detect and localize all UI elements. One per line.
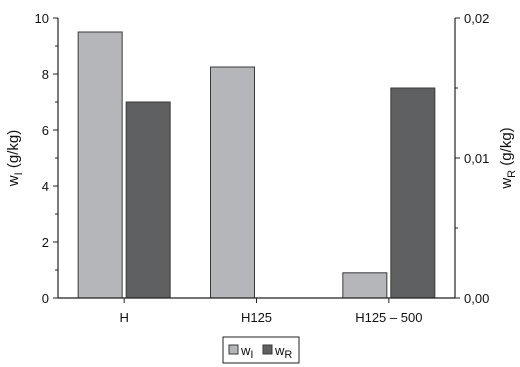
legend-entry-I: wI	[240, 343, 253, 361]
y-left-tick-label-5: 10	[35, 11, 49, 26]
bar-w-R-0	[125, 101, 171, 299]
y-axis-left-title: wI (g/kg)	[5, 130, 25, 187]
x-tick-label-0: H	[119, 310, 128, 325]
bar-w-I-0	[77, 31, 123, 299]
legend: wI wR	[222, 336, 300, 364]
bar-w-I-1	[210, 66, 255, 299]
x-tick-label-1: H125	[241, 310, 272, 325]
y-left-tick-label-1: 2	[42, 235, 49, 250]
y-axis-right-title: wR (g/kg)	[498, 127, 518, 189]
x-tick-label-2: H125 – 500	[355, 310, 422, 325]
y-right-tick-label-0: 0,00	[464, 291, 489, 306]
y-right-tick-label-2: 0,02	[464, 11, 489, 26]
bar-w-I-2	[342, 272, 388, 299]
y-right-tick-label-1: 0,01	[464, 151, 489, 166]
y-left-tick-label-3: 6	[42, 123, 49, 138]
y-left-tick-label-0: 0	[42, 291, 49, 306]
legend-swatch-I	[228, 344, 239, 355]
bar-w-R-2	[390, 87, 436, 299]
y-left-tick-label-2: 4	[42, 179, 49, 194]
y-left-tick-label-4: 8	[42, 67, 49, 82]
legend-swatch-R	[262, 344, 273, 355]
legend-entry-R: wR	[274, 343, 292, 361]
